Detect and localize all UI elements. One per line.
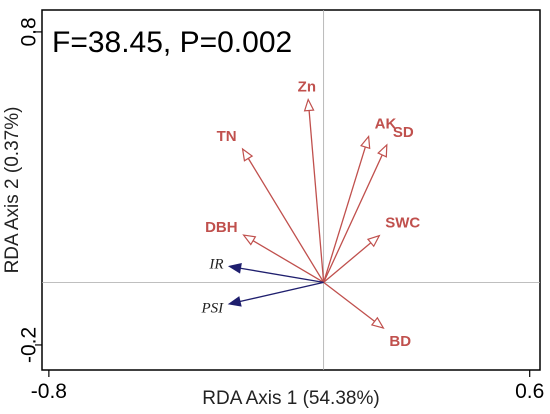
x-axis-title: RDA Axis 1 (54.38%) bbox=[202, 388, 379, 409]
vector-arrowhead bbox=[227, 296, 242, 307]
vector-shaft bbox=[323, 146, 366, 283]
vector-arrowhead bbox=[370, 316, 385, 330]
response-label: IR bbox=[208, 257, 223, 273]
vector-shaft bbox=[252, 240, 324, 283]
explanatory-label: Zn bbox=[298, 79, 316, 96]
plot-frame bbox=[41, 9, 541, 371]
y-axis-title: RDA Axis 2 (0.37%) bbox=[2, 107, 23, 274]
x-tick-label: -0.8 bbox=[31, 380, 67, 403]
vector-shaft bbox=[308, 110, 325, 283]
vector-shaft bbox=[323, 281, 376, 322]
vector-bd: BD bbox=[323, 281, 411, 350]
explanatory-label: SWC bbox=[385, 215, 420, 232]
vector-shaft bbox=[323, 242, 372, 283]
vector-arrowhead bbox=[227, 263, 242, 274]
explanatory-label: DBH bbox=[205, 219, 238, 236]
vector-shaft bbox=[239, 281, 324, 303]
vector-arrowhead bbox=[377, 143, 388, 158]
vector-ak: AK bbox=[323, 115, 397, 283]
vector-psi: PSI bbox=[201, 281, 324, 317]
vector-arrowhead bbox=[360, 134, 371, 150]
vector-swc: SWC bbox=[323, 215, 420, 283]
y-tick-label: 0.8 bbox=[18, 17, 41, 46]
reference-lines bbox=[42, 10, 540, 370]
vector-ir: IR bbox=[208, 257, 324, 283]
y-tick-label: -0.2 bbox=[18, 327, 41, 363]
vector-sd: SD bbox=[323, 124, 414, 283]
vector-shaft bbox=[240, 267, 324, 283]
explanatory-label: AK bbox=[375, 115, 397, 132]
axis-ticks: -0.8 0.6 0.8 -0.2 bbox=[18, 17, 545, 403]
vector-shaft bbox=[247, 158, 325, 283]
vector-arrowhead bbox=[241, 147, 254, 162]
vector-tn: TN bbox=[217, 128, 325, 283]
vector-arrowhead bbox=[303, 97, 315, 112]
stat-annotation: F=38.45, P=0.002 bbox=[52, 26, 292, 59]
explanatory-label: SD bbox=[393, 124, 414, 141]
vector-dbh: DBH bbox=[205, 219, 324, 283]
explanatory-label: TN bbox=[217, 128, 237, 145]
response-label: PSI bbox=[201, 301, 225, 317]
vector-shaft bbox=[323, 154, 383, 283]
vector-zn: Zn bbox=[298, 79, 325, 283]
explanatory-label: BD bbox=[389, 333, 411, 350]
vector-arrowhead bbox=[366, 234, 381, 248]
vector-arrowhead bbox=[242, 234, 257, 246]
x-tick-label: 0.6 bbox=[515, 380, 544, 403]
